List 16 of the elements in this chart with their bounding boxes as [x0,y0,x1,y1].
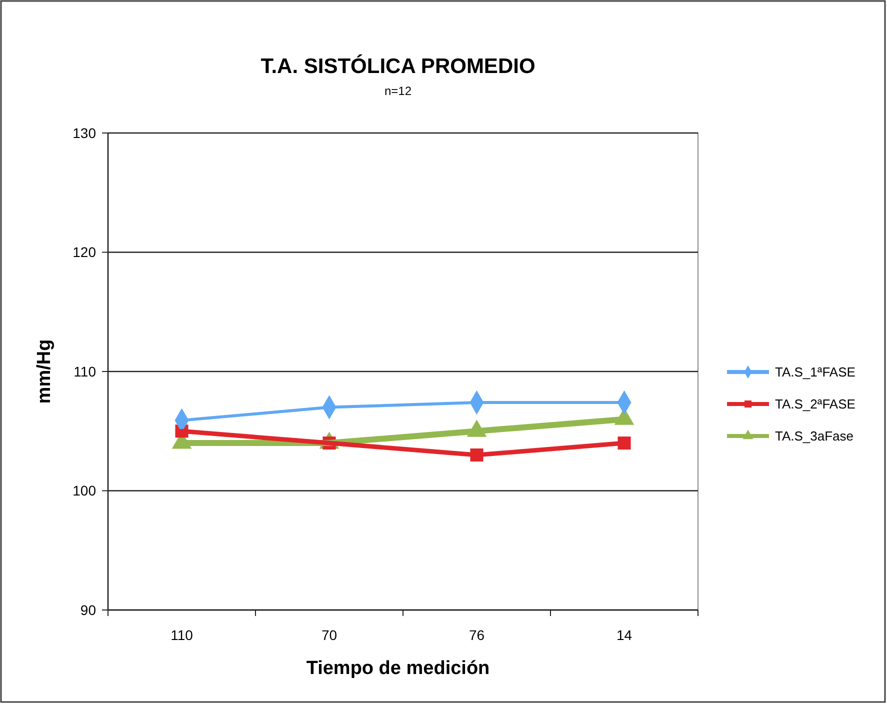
y-tick-label: 130 [72,124,96,141]
chart-title: T.A. SISTÓLICA PROMEDIO [260,54,536,78]
x-axis-title: Tiempo de medición [306,658,490,679]
y-tick-label: 120 [72,244,96,260]
chart-subtitle: n=12 [384,84,412,98]
y-tick-label: 110 [74,363,96,380]
x-tick-label: 14 [616,627,632,643]
y-tick-label: 90 [80,602,96,618]
x-tick-label: 76 [468,627,485,643]
y-axis-title: mm/Hg [34,339,55,404]
legend-label: TA.S_3aFase [775,428,854,444]
y-tick-label: 100 [72,482,96,499]
legend-label: TA.S_2ªFASE [775,396,856,412]
x-tick-label: 70 [321,627,338,643]
legend-label: TA.S_1ªFASE [775,364,856,380]
x-tick-label: 110 [170,627,194,643]
